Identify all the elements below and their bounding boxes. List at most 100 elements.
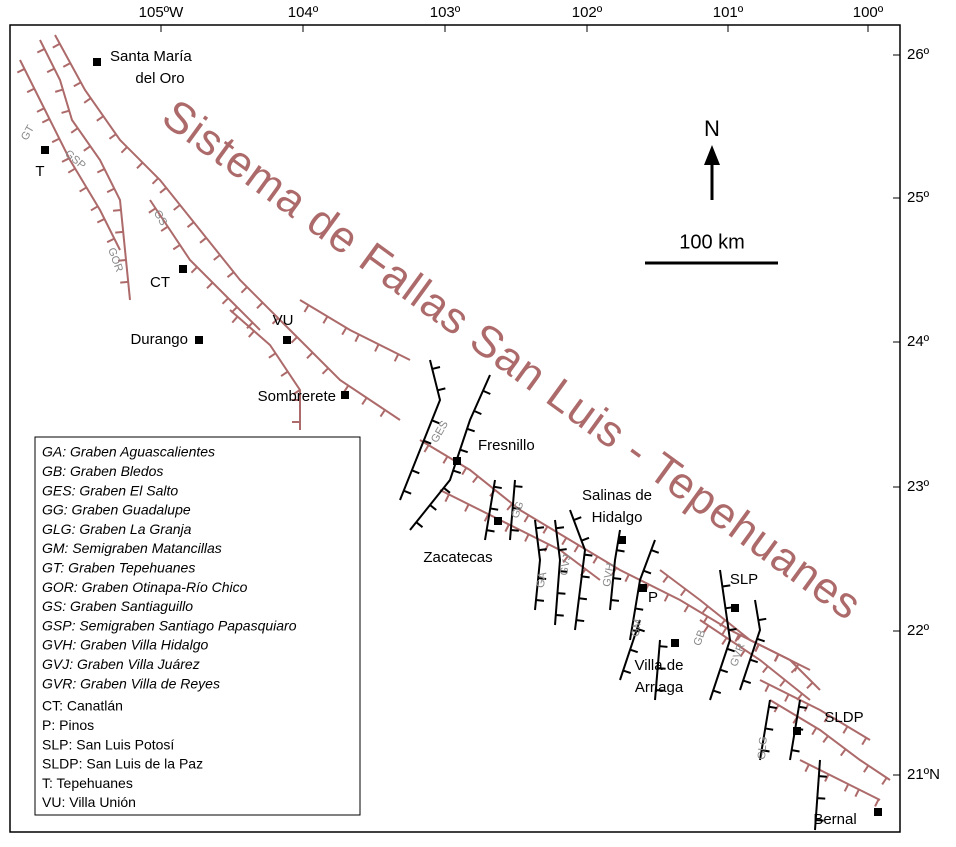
town-label: Salinas de <box>582 487 652 504</box>
town-marker <box>341 391 349 399</box>
fault-tick <box>815 819 824 822</box>
fault-tick <box>535 599 545 602</box>
legend-entry: GSP: Semigraben Santiago Papasquiaro <box>42 617 297 633</box>
legend-entry: GVR: Graben Villa de Reyes <box>42 675 220 691</box>
fault-tick <box>459 448 469 454</box>
fault-tick <box>610 599 620 602</box>
town-label: Durango <box>130 331 188 348</box>
town-label: VU <box>273 312 294 329</box>
fault-tick <box>482 389 491 395</box>
legend-entry: T: Tepehuanes <box>42 775 133 791</box>
fault-tick <box>726 647 735 653</box>
fault-tick <box>151 177 159 185</box>
fault-tick <box>712 689 722 694</box>
fault-tick <box>431 419 440 425</box>
longitude-label: 101º <box>713 4 744 21</box>
fault-tick <box>523 514 530 523</box>
fault-tick <box>663 593 670 602</box>
fault-tick <box>861 737 868 746</box>
fault-tick <box>854 789 860 798</box>
fault-trace <box>534 519 542 611</box>
fault-tick <box>83 145 91 152</box>
legend-entry: GVJ: Graben Villa Juárez <box>42 656 200 672</box>
fault-tick <box>321 367 329 375</box>
fault-tick <box>749 658 759 664</box>
fault-tick <box>461 467 468 476</box>
fault-tick <box>290 336 298 344</box>
fault-tick <box>120 280 129 284</box>
town-marker <box>874 808 882 816</box>
fault-tick <box>280 370 289 377</box>
longitude-label: 103º <box>430 4 461 21</box>
fault-tick <box>764 684 770 693</box>
longitude-label: 104º <box>288 4 319 21</box>
town-label: CT <box>150 274 170 291</box>
legend-entry: GLG: Graben La Granja <box>42 521 192 537</box>
fault-tick <box>464 503 470 512</box>
fault-trace <box>149 199 261 331</box>
town-label: P <box>648 589 658 606</box>
fault-tick <box>643 569 652 575</box>
fault-trace <box>739 599 762 691</box>
fault-tick <box>555 526 565 530</box>
fault-tick <box>793 663 800 672</box>
fault-tick <box>106 187 115 194</box>
fault-tick <box>374 343 380 352</box>
fault-tick <box>881 777 888 785</box>
fault-tick <box>411 469 420 475</box>
fault-tick <box>354 334 360 343</box>
fault-tick <box>159 187 167 194</box>
fault-tick <box>581 575 590 579</box>
fault-tick <box>703 624 710 633</box>
fault-tick <box>90 205 99 212</box>
fault-tick <box>199 237 207 244</box>
fault-tick <box>804 764 810 773</box>
fault-tick <box>818 775 827 778</box>
town-label: T <box>35 163 44 180</box>
fault-tick <box>721 637 728 645</box>
fault-tick <box>186 221 195 228</box>
town-marker <box>195 336 203 344</box>
fault-tick <box>734 634 740 643</box>
fault-tick <box>584 553 593 557</box>
fault-tick <box>322 315 329 324</box>
fault-tick <box>824 773 830 782</box>
fault-trace <box>699 619 811 701</box>
longitude-label: 105ºW <box>139 4 185 21</box>
fault-tick <box>512 507 521 510</box>
fault-trace <box>39 39 131 301</box>
latitude-label: 22º <box>907 622 930 639</box>
graben-label: GT <box>19 123 37 142</box>
fault-tick <box>256 301 264 309</box>
fault-tick <box>493 485 502 490</box>
legend-entry: GES: Graben El Salto <box>42 482 178 498</box>
fault-tick <box>148 207 157 214</box>
fault-tick <box>817 797 826 800</box>
fault-tick <box>742 679 752 684</box>
fault-tick <box>779 679 786 687</box>
fault-tick <box>765 727 774 731</box>
fault-tick <box>761 749 770 753</box>
legend-entry: P: Pinos <box>42 717 94 733</box>
fault-tick <box>510 529 519 532</box>
town-label: Sombrerete <box>258 388 336 405</box>
fault-tick <box>221 297 229 305</box>
fault-tick <box>61 109 70 114</box>
fault-tick <box>79 186 87 193</box>
fault-tick <box>108 133 117 140</box>
fault-tick <box>52 42 61 49</box>
fault-tick <box>240 286 248 294</box>
fault-tick <box>754 644 760 653</box>
fault-tick <box>36 107 45 113</box>
fault-tick <box>562 555 569 564</box>
town-label: Bernal <box>813 811 856 828</box>
legend-entry: GB: Graben Bledos <box>42 463 163 479</box>
scale-label: 100 km <box>679 231 745 253</box>
latitude-label: 21ºN <box>907 766 940 783</box>
town-label: SLDP <box>824 709 863 726</box>
fault-tick <box>213 254 221 261</box>
fault-tick <box>303 304 310 313</box>
fault-trace <box>299 299 411 361</box>
town-marker <box>283 336 291 344</box>
fault-tick <box>444 494 450 503</box>
